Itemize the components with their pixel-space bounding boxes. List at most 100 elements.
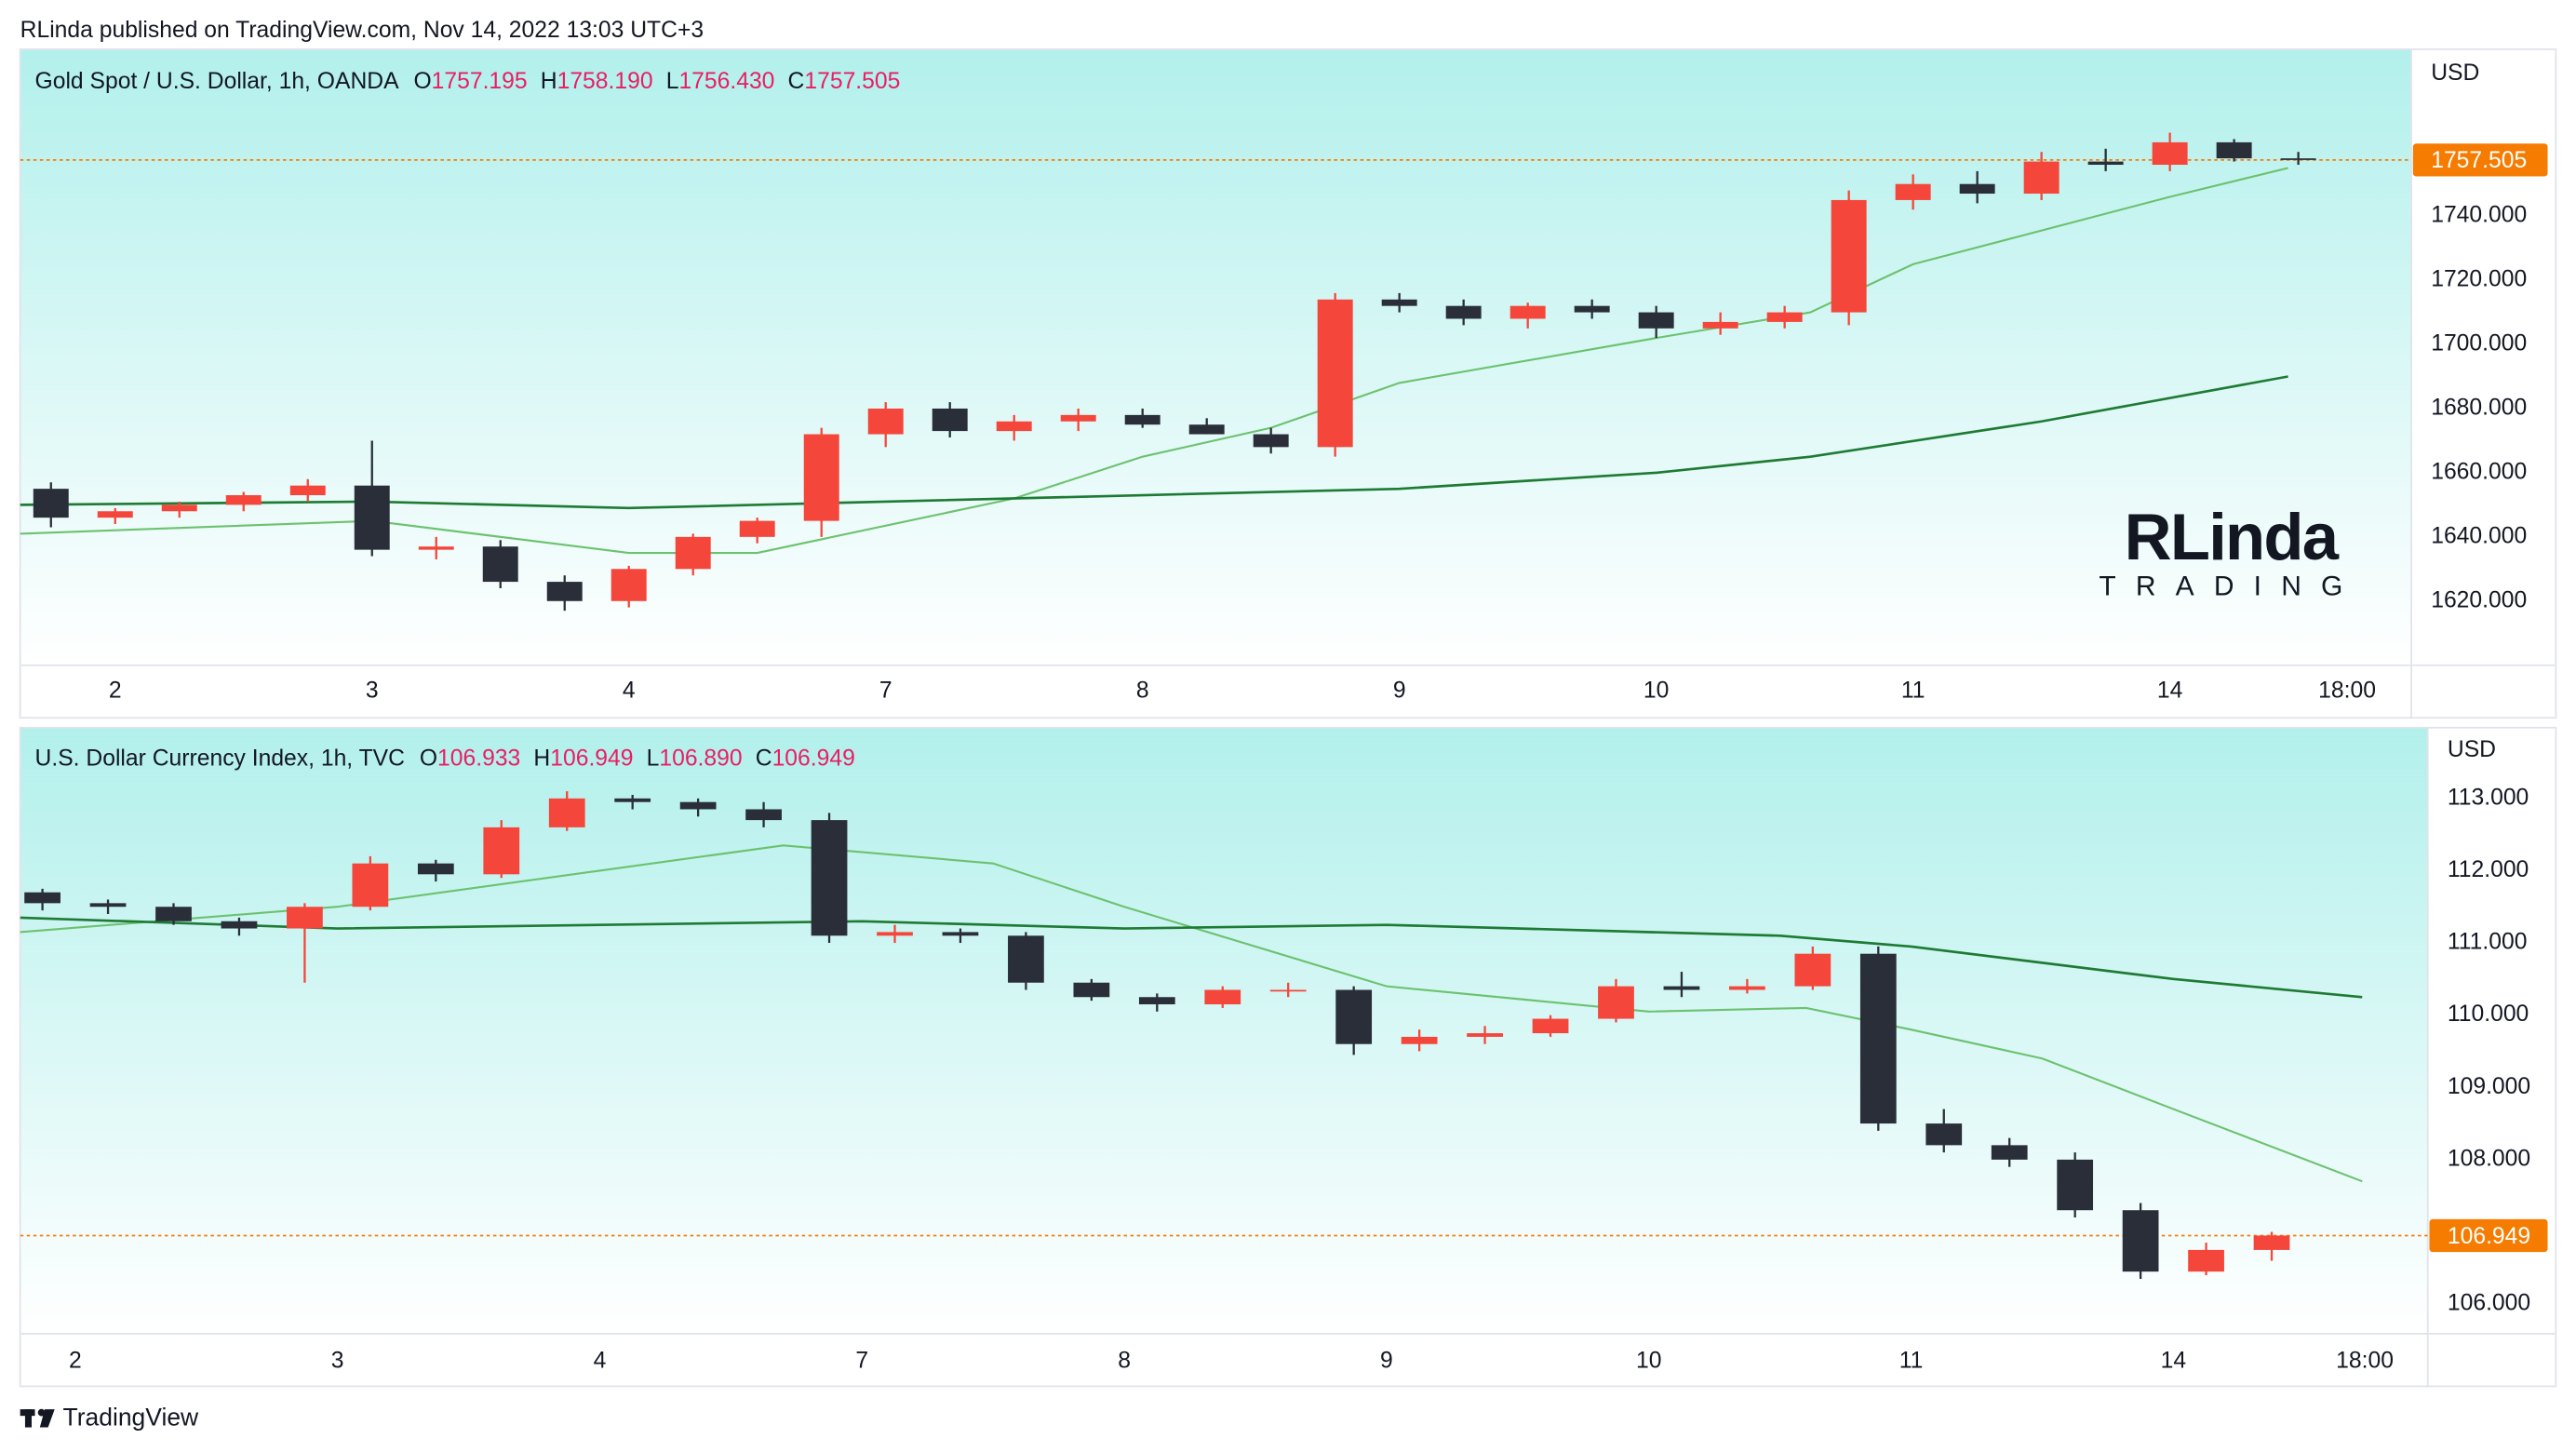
candle-body <box>1574 305 1610 313</box>
y-tick-label: 112.000 <box>2448 857 2529 882</box>
series-title: U.S. Dollar Currency Index, 1h, TVC <box>35 746 405 771</box>
x-tick-label: 7 <box>879 678 892 703</box>
candle-body <box>221 921 258 929</box>
y-tick-label: 108.000 <box>2448 1146 2530 1171</box>
ohlc-key: O <box>420 746 437 771</box>
candle-body <box>1467 1033 1503 1037</box>
x-tick-label: 9 <box>1380 1348 1393 1373</box>
candle-body <box>877 932 913 936</box>
watermark: RLinda <box>2125 500 2340 573</box>
plot-background <box>20 727 2428 1334</box>
candle-body <box>1638 312 1674 329</box>
y-tick-label: 1640.000 <box>2431 523 2527 548</box>
x-tick-label: 10 <box>1636 1348 1661 1373</box>
candle-body <box>1959 183 1995 195</box>
moving-average <box>20 916 2363 999</box>
candle-body <box>2280 158 2316 160</box>
ohlc-key: H <box>541 69 557 94</box>
candle-body <box>1124 414 1161 425</box>
tradingview-logo <box>20 1408 55 1428</box>
candle-body <box>1253 434 1289 448</box>
x-tick-label: 3 <box>366 678 379 703</box>
watermark: TRADING <box>2099 571 2362 602</box>
x-tick-label: 14 <box>2157 678 2182 703</box>
ohlc-key: O <box>413 69 431 94</box>
x-tick-label: 2 <box>109 678 122 703</box>
candle-body <box>1991 1145 2028 1160</box>
candle-body <box>1381 299 1417 306</box>
panel: 106.000107.000108.000109.000110.000111.0… <box>19 726 2557 1388</box>
ohlc-value: 106.933 <box>437 746 520 771</box>
candle-body <box>614 798 651 802</box>
candle-body <box>996 421 1032 432</box>
candle-body <box>739 520 775 537</box>
candle-body <box>287 907 323 929</box>
candle-body <box>2152 141 2188 166</box>
y-tick-label: 113.000 <box>2448 785 2529 810</box>
candle-body <box>1445 305 1482 319</box>
candle-body <box>942 932 979 936</box>
candle-body <box>2253 1235 2290 1250</box>
plot-area <box>20 791 2428 1279</box>
x-tick-label: 3 <box>331 1348 344 1373</box>
ohlc-key: C <box>788 69 805 94</box>
candle-body <box>89 903 127 908</box>
candle-body <box>1794 953 1831 987</box>
y-tick-label: 1660.000 <box>2431 459 2527 484</box>
x-tick-label: 11 <box>1901 678 1925 703</box>
price-tag <box>2429 1218 2548 1253</box>
y-tick-label: 1720.000 <box>2431 267 2527 292</box>
ohlc-value: 106.949 <box>772 746 855 771</box>
y-tick-label: 1680.000 <box>2431 396 2527 421</box>
candle-body <box>97 511 133 518</box>
footer-brand: TradingView <box>63 1404 200 1432</box>
candle-body <box>2216 141 2252 159</box>
candle-body <box>1008 935 1044 983</box>
candle-body <box>289 485 326 496</box>
ohlc-key: L <box>666 69 679 94</box>
ohlc-key: C <box>756 746 772 771</box>
x-tick-label: 11 <box>1899 1348 1924 1373</box>
candle-body <box>1317 299 1353 448</box>
moving-average <box>20 844 2363 1183</box>
candle-body <box>1598 986 1634 1019</box>
candle-body <box>1925 1123 1963 1146</box>
y-tick-label: 1620.000 <box>2431 587 2527 612</box>
candle-body <box>2087 161 2124 166</box>
plot-background <box>20 48 2412 666</box>
candle-body <box>1073 982 1110 998</box>
series-header: U.S. Dollar Currency Index, 1h, TVC O106.… <box>35 746 855 771</box>
candle-body <box>610 569 647 601</box>
price-tag <box>2412 143 2548 177</box>
publish-header: RLinda published on TradingView.com, Nov… <box>20 18 704 43</box>
x-tick-label: 4 <box>594 1348 607 1373</box>
candle-body <box>1831 199 1867 313</box>
candle-body <box>1204 989 1241 1005</box>
x-tick-label: 18:00 <box>2336 1348 2394 1373</box>
y-tick-label: 1700.000 <box>2431 331 2527 356</box>
x-tick-label: 2 <box>69 1348 82 1373</box>
ohlc-value: 106.949 <box>550 746 633 771</box>
ohlc-value: 1756.430 <box>678 69 774 94</box>
series-title: Gold Spot / U.S. Dollar, 1h, OANDA <box>35 69 400 94</box>
candle-body <box>225 495 262 505</box>
candle-body <box>867 408 904 435</box>
candle-body <box>1188 424 1225 435</box>
x-tick-label: 4 <box>623 678 636 703</box>
y-tick-label: 106.000 <box>2448 1291 2530 1316</box>
candle-body <box>1269 989 1307 992</box>
candle-body <box>482 546 518 583</box>
x-tick-label: 14 <box>2161 1348 2186 1373</box>
ohlc-value: 1758.190 <box>557 69 653 94</box>
x-tick-label: 8 <box>1136 678 1149 703</box>
y-tick-label: 1740.000 <box>2431 203 2527 228</box>
y-tick-label: 110.000 <box>2448 1002 2529 1027</box>
candle-body <box>811 820 848 936</box>
x-tick-label: 18:00 <box>2318 678 2376 703</box>
candle-body <box>803 434 839 521</box>
ohlc-key: L <box>647 746 660 771</box>
axis-unit: USD <box>2431 60 2479 86</box>
